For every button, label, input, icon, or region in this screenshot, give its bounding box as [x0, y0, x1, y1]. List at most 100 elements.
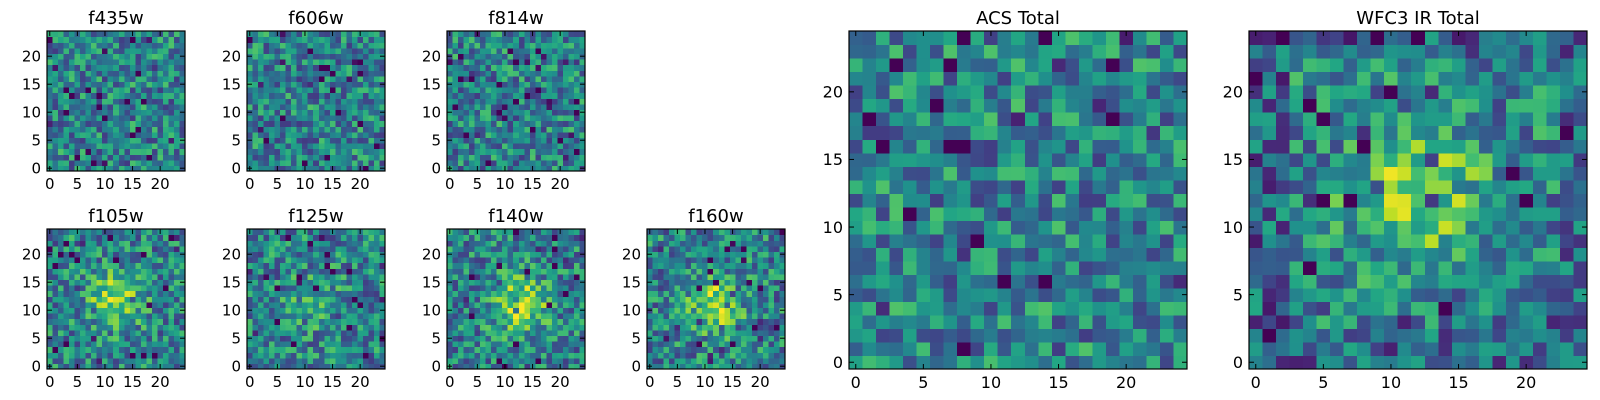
- heatmap-cell: [735, 245, 742, 252]
- heatmap-cell: [80, 137, 87, 144]
- heatmap-cell: [849, 314, 864, 330]
- heatmap-cell: [524, 154, 531, 161]
- heatmap-cell: [274, 70, 281, 77]
- heatmap-cell: [557, 301, 564, 308]
- heatmap-cell: [469, 42, 476, 49]
- heatmap-cell: [540, 234, 547, 241]
- heatmap-cell: [702, 290, 709, 297]
- heatmap-cell: [669, 363, 676, 370]
- heatmap-cell: [151, 234, 158, 241]
- heatmap-cell: [452, 148, 459, 155]
- heatmap-cell: [247, 143, 254, 150]
- heatmap-cell: [713, 357, 720, 364]
- heatmap-cell: [546, 36, 553, 43]
- heatmap-cell: [573, 296, 581, 303]
- heatmap-cell: [463, 75, 470, 82]
- heatmap-cell: [307, 137, 314, 144]
- heatmap-cell: [302, 324, 309, 331]
- heatmap-cell: [329, 335, 336, 342]
- heatmap-cell: [1051, 233, 1066, 248]
- heatmap-cell: [768, 313, 775, 320]
- heatmap-cell: [274, 120, 281, 127]
- heatmap-cell: [513, 307, 520, 314]
- heatmap-cell: [491, 341, 498, 348]
- heatmap-cell: [518, 131, 525, 138]
- heatmap-cell: [335, 148, 342, 155]
- heatmap-cell: [562, 148, 570, 155]
- heatmap-cell: [285, 229, 292, 236]
- heatmap-cell: [876, 314, 891, 330]
- heatmap-cell: [957, 274, 972, 289]
- heatmap-cell: [247, 296, 254, 303]
- heatmap-cell: [368, 92, 375, 99]
- heatmap-cell: [85, 268, 92, 275]
- heatmap-cell: [285, 329, 292, 336]
- heatmap-cell: [1092, 341, 1107, 357]
- heatmap-cell: [69, 103, 76, 110]
- heatmap-cell: [535, 335, 542, 342]
- heatmap-cell: [762, 335, 770, 342]
- heatmap-cell: [849, 166, 864, 181]
- heatmap-cell: [513, 131, 520, 138]
- heatmap-cell: [162, 31, 170, 38]
- heatmap-cell: [957, 328, 972, 343]
- heatmap-cell: [746, 318, 753, 325]
- heatmap-cell: [674, 307, 681, 314]
- heatmap-cell: [658, 346, 665, 353]
- heatmap-cell: [658, 229, 665, 236]
- heatmap-cell: [540, 81, 547, 88]
- heatmap-cell: [74, 245, 81, 252]
- heatmap-cell: [362, 262, 370, 269]
- heatmap-cell: [768, 346, 775, 353]
- heatmap-cell: [146, 64, 153, 71]
- heatmap-cell: [469, 87, 476, 94]
- heatmap-cell: [1146, 260, 1161, 275]
- heatmap-cell: [113, 59, 120, 66]
- heatmap-cell: [80, 165, 87, 172]
- heatmap-cell: [491, 75, 498, 82]
- heatmap-cell: [1173, 355, 1188, 370]
- heatmap-cell: [124, 335, 131, 342]
- heatmap-cell: [652, 245, 659, 252]
- heatmap-cell: [173, 137, 181, 144]
- heatmap-cell: [546, 148, 553, 155]
- y-tick-label: 0: [231, 358, 241, 376]
- heatmap-cell: [280, 36, 287, 43]
- heatmap-cell: [773, 307, 781, 314]
- heatmap-cell: [718, 318, 725, 325]
- heatmap-cell: [91, 257, 98, 264]
- heatmap-cell: [518, 313, 525, 320]
- heatmap-cell: [735, 329, 742, 336]
- heatmap-cell: [318, 98, 325, 105]
- heatmap-cell: [263, 285, 270, 292]
- heatmap-cell: [362, 357, 370, 364]
- heatmap-cell: [779, 324, 786, 331]
- heatmap-cell: [568, 98, 575, 105]
- heatmap-cell: [562, 42, 570, 49]
- heatmap-cell: [658, 279, 665, 286]
- heatmap-cell: [173, 148, 181, 155]
- heatmap-cell: [680, 279, 687, 286]
- heatmap-cell: [447, 324, 454, 331]
- heatmap-cell: [524, 307, 531, 314]
- heatmap-cell: [480, 115, 487, 122]
- heatmap-cell: [140, 290, 147, 297]
- heatmap-cell: [458, 335, 465, 342]
- heatmap-cell: [573, 115, 581, 122]
- heatmap-cell: [69, 363, 76, 370]
- heatmap-cell: [691, 240, 698, 247]
- heatmap-cell: [469, 307, 476, 314]
- heatmap-cell: [252, 313, 259, 320]
- heatmap-cell: [307, 268, 314, 275]
- heatmap-cell: [573, 126, 581, 133]
- heatmap-cell: [452, 251, 459, 258]
- heatmap-cell: [157, 59, 164, 66]
- heatmap-cell: [124, 352, 131, 359]
- panel-title: f814w: [488, 8, 543, 29]
- heatmap-cell: [140, 31, 147, 38]
- heatmap-cell: [107, 120, 114, 127]
- heatmap-cell: [663, 307, 670, 314]
- heatmap-cell: [173, 165, 181, 172]
- heatmap-cell: [529, 329, 536, 336]
- heatmap-cell: [107, 92, 114, 99]
